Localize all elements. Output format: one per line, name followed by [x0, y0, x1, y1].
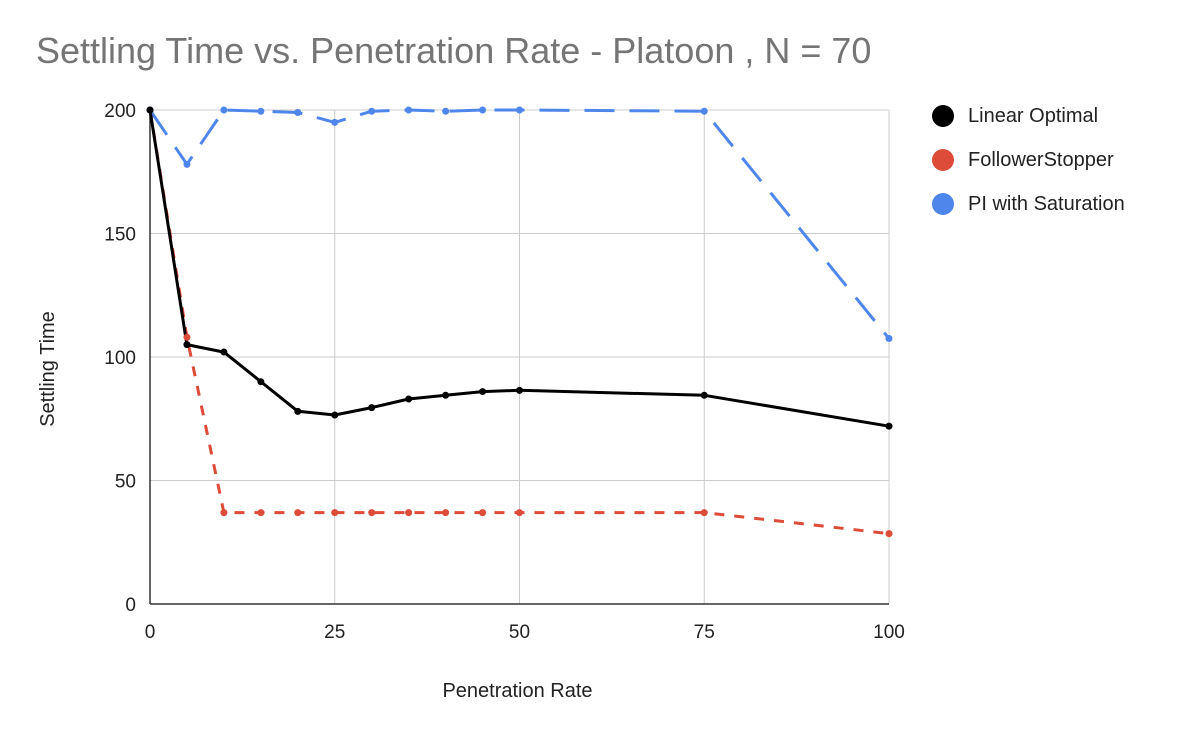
data-point[interactable] [479, 106, 487, 114]
data-point[interactable] [405, 106, 413, 114]
y-tick-label: 150 [104, 225, 136, 246]
data-point[interactable] [368, 107, 376, 115]
legend-label: Linear Optimal [968, 104, 1099, 127]
data-point[interactable] [220, 509, 228, 517]
data-point[interactable] [220, 348, 228, 356]
data-point[interactable] [405, 509, 413, 517]
data-point[interactable] [700, 107, 708, 115]
x-tick-label: 25 [324, 622, 345, 643]
x-axis-title: Penetration Rate [442, 680, 592, 702]
data-point[interactable] [183, 333, 191, 341]
data-point[interactable] [479, 509, 487, 517]
legend-item-followerstopper[interactable]: FollowerStopper [932, 138, 1125, 182]
data-point[interactable] [183, 160, 191, 168]
data-point[interactable] [220, 106, 228, 114]
legend-swatch [932, 105, 954, 127]
data-point[interactable] [442, 107, 450, 115]
data-point[interactable] [146, 106, 154, 114]
data-point[interactable] [331, 509, 339, 517]
data-point[interactable] [885, 334, 893, 342]
data-point[interactable] [294, 509, 302, 517]
legend-swatch [932, 149, 954, 171]
x-tick-label: 0 [145, 622, 156, 643]
data-point[interactable] [183, 341, 191, 349]
data-point[interactable] [257, 107, 265, 115]
data-point[interactable] [479, 388, 487, 396]
x-tick-label: 100 [873, 622, 905, 643]
gridlines [149, 109, 890, 605]
data-point[interactable] [700, 509, 708, 517]
y-tick-label: 200 [104, 101, 136, 122]
data-point[interactable] [700, 391, 708, 399]
legend-item-linear-optimal[interactable]: Linear Optimal [932, 94, 1125, 138]
legend-label: FollowerStopper [968, 148, 1114, 171]
legend-label: PI with Saturation [968, 192, 1125, 215]
data-point[interactable] [294, 407, 302, 415]
data-point[interactable] [516, 386, 523, 394]
data-point[interactable] [885, 530, 893, 538]
data-point[interactable] [368, 404, 376, 412]
data-point[interactable] [294, 108, 302, 116]
data-point[interactable] [368, 509, 376, 517]
y-tick-label: 0 [125, 595, 136, 616]
tick-labels: 0 50 100 150 200 0 25 50 75 100 [104, 101, 905, 643]
y-tick-label: 50 [115, 472, 136, 493]
axes [149, 110, 889, 605]
data-point[interactable] [257, 509, 265, 517]
y-tick-label: 100 [104, 348, 136, 369]
data-point[interactable] [885, 422, 893, 430]
data-point[interactable] [442, 391, 450, 399]
x-tick-label: 75 [694, 622, 715, 643]
chart-title: Settling Time vs. Penetration Rate - Pla… [36, 30, 872, 71]
data-point[interactable] [405, 395, 413, 403]
data-point[interactable] [516, 106, 523, 114]
data-point[interactable] [331, 411, 339, 419]
y-axis-title: Settling Time [37, 311, 59, 427]
data-point[interactable] [442, 509, 450, 517]
data-point[interactable] [331, 118, 339, 126]
data-point[interactable] [516, 509, 523, 517]
x-tick-label: 50 [509, 622, 530, 643]
series-points [146, 106, 893, 538]
legend: Linear Optimal FollowerStopper PI with S… [932, 94, 1125, 226]
legend-swatch [932, 193, 954, 215]
legend-item-pi-with-saturation[interactable]: PI with Saturation [932, 182, 1125, 226]
data-point[interactable] [257, 378, 265, 386]
